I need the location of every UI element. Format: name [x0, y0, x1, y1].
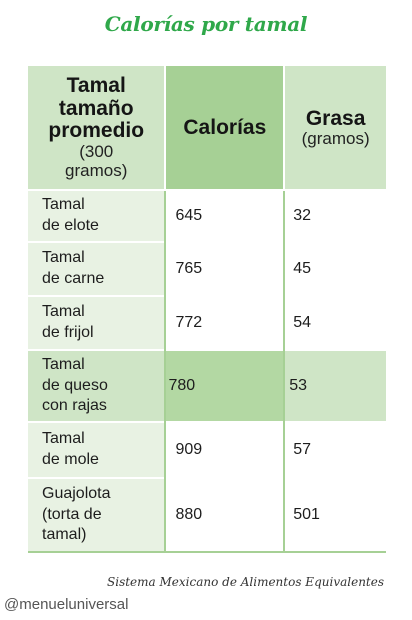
header-tamal: Tamal tamaño promedio (300 gramos)	[28, 66, 166, 190]
header-tamal-line1: Tamal	[66, 74, 126, 98]
header-calorias: Calorías	[164, 66, 286, 190]
table-row: Tamal de frijol 772 54	[28, 295, 386, 350]
source-credit: Sistema Mexicano de Alimentos Equivalent…	[107, 575, 384, 589]
grasa-cell: 32	[284, 189, 386, 242]
chart-title: Calorías por tamal	[104, 12, 308, 36]
calorias-cell: 909	[164, 421, 286, 478]
calorias-cell: 772	[164, 295, 286, 350]
header-tamal-sub1: (300	[79, 142, 114, 162]
grasa-cell: 53	[284, 349, 386, 422]
tamal-name-line: Tamal	[42, 249, 85, 267]
tamal-name-line: Tamal	[42, 355, 85, 373]
calorias-cell: 765	[164, 241, 286, 296]
tamal-name-line: de elote	[42, 217, 99, 234]
grasa-cell: 501	[284, 477, 386, 553]
tamal-name: Tamal de queso con rajas	[28, 349, 166, 422]
watermark-handle: @menueluniversal	[4, 596, 129, 613]
tamal-name: Guajolota (torta de tamal)	[28, 477, 166, 553]
tamal-name-line: Tamal	[42, 196, 85, 214]
tamal-name-line: Tamal	[42, 430, 85, 448]
calories-table: Tamal tamaño promedio (300 gramos) Calor…	[28, 66, 386, 553]
tamal-name: Tamal de carne	[28, 241, 166, 296]
grasa-cell: 57	[284, 421, 386, 478]
grasa-cell: 45	[284, 241, 386, 296]
grasa-cell: 54	[284, 295, 386, 350]
header-tamal-line2: tamaño	[58, 96, 134, 120]
calorias-cell: 780	[164, 349, 286, 422]
tamal-name-line: con rajas	[42, 397, 107, 415]
tamal-name-line: de mole	[42, 451, 99, 468]
header-calorias-label: Calorías	[183, 115, 267, 139]
table-row: Guajolota (torta de tamal) 880 501	[28, 477, 386, 553]
header-grasa-label: Grasa	[305, 106, 366, 130]
tamal-name-line: de queso	[42, 376, 108, 394]
tamal-name-line: tamal)	[42, 526, 87, 544]
tamal-name-line: de frijol	[42, 324, 94, 341]
table-row: Tamal de mole 909 57	[28, 421, 386, 478]
tamal-name: Tamal de mole	[28, 421, 166, 478]
calorias-cell: 880	[164, 477, 286, 553]
header-grasa: Grasa (gramos)	[284, 66, 386, 190]
tamal-name-line: Guajolota	[42, 484, 111, 502]
tamal-name-line: Tamal	[42, 303, 85, 321]
header-tamal-line3: promedio	[48, 119, 145, 143]
tamal-name: Tamal de elote	[28, 189, 166, 242]
calorias-cell: 645	[164, 189, 286, 242]
tamal-name: Tamal de frijol	[28, 295, 166, 350]
tamal-name-line: de carne	[42, 270, 105, 287]
table-header-row: Tamal tamaño promedio (300 gramos) Calor…	[28, 66, 386, 190]
tamal-name-line: (torta de	[42, 505, 102, 523]
table-row-highlighted: Tamal de queso con rajas 780 53	[28, 349, 386, 422]
table-row: Tamal de elote 645 32	[28, 189, 386, 242]
table-row: Tamal de carne 765 45	[28, 241, 386, 296]
header-grasa-sub: (gramos)	[301, 128, 370, 148]
header-tamal-sub2: gramos)	[65, 160, 128, 180]
